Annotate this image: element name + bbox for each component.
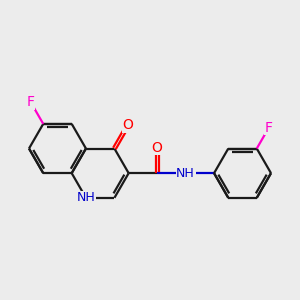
Text: F: F	[265, 121, 273, 135]
Text: NH: NH	[176, 167, 195, 180]
Text: F: F	[27, 95, 35, 109]
Text: O: O	[152, 141, 163, 154]
Text: NH: NH	[76, 191, 95, 204]
Text: O: O	[122, 118, 134, 132]
